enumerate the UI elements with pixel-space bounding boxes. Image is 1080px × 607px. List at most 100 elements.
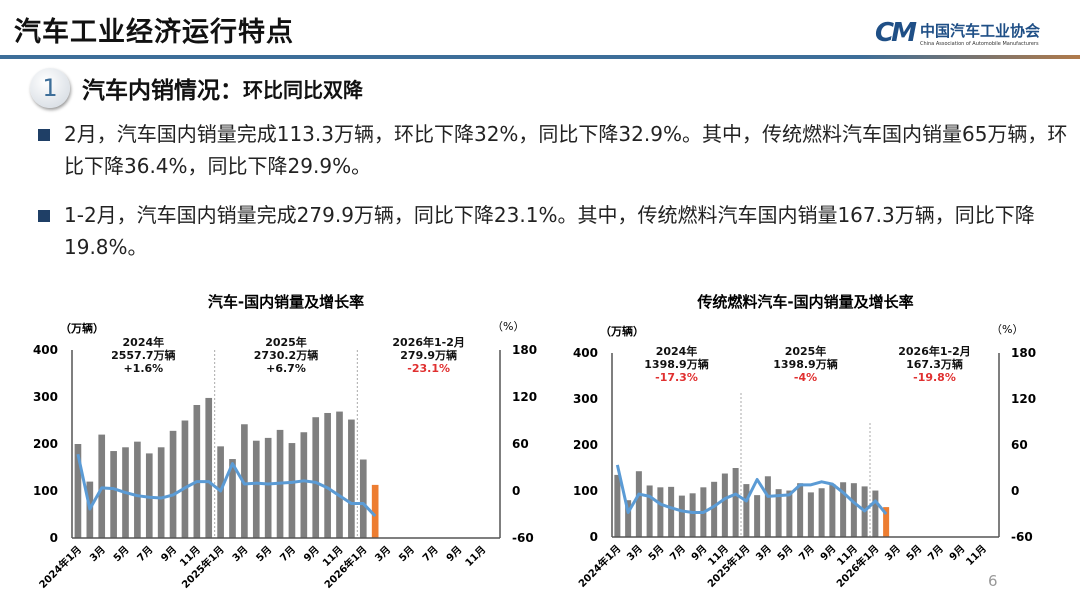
logo-mark-icon: CM xyxy=(875,18,917,48)
bullet-feb: 2月，汽车国内销量完成113.3万辆，环比下降32%，同比下降32.9%。其中，… xyxy=(38,118,1080,182)
y-tick-label: 200 xyxy=(33,437,58,451)
page-number: 6 xyxy=(988,572,998,590)
bar xyxy=(850,483,857,537)
x-tick-label: 5月 xyxy=(254,544,274,564)
bar xyxy=(264,437,272,538)
x-tick-label: 7月 xyxy=(797,543,817,563)
x-tick-label: 3月 xyxy=(230,544,250,564)
bar xyxy=(312,417,320,538)
bar xyxy=(797,483,804,537)
y2-tick-label: 180 xyxy=(1011,346,1036,360)
y-tick-label: 0 xyxy=(50,531,58,545)
bar xyxy=(134,441,141,538)
bar xyxy=(229,459,236,538)
annotation-text: -4% xyxy=(794,371,817,384)
x-tick-label: 2024年1月 xyxy=(576,542,624,590)
y2-axis-label: （%） xyxy=(991,323,1023,336)
x-tick-label: 7月 xyxy=(135,544,155,564)
bar xyxy=(743,484,750,537)
annotation-text: 2730.2万辆 xyxy=(254,348,318,362)
x-tick-label: 5月 xyxy=(775,543,795,563)
bar xyxy=(678,495,685,537)
bar xyxy=(193,404,201,538)
annotation-text: 2026年1-2月 xyxy=(392,335,465,349)
bar xyxy=(169,430,177,538)
x-tick-label: 9月 xyxy=(301,544,321,564)
bar xyxy=(625,500,632,537)
y2-tick-label: 60 xyxy=(1011,438,1028,452)
section-subtitle: 环比同比双降 xyxy=(243,77,363,102)
bar xyxy=(252,440,260,538)
bar xyxy=(657,487,664,537)
bar xyxy=(775,489,782,537)
y-tick-label: 200 xyxy=(573,438,598,452)
bar xyxy=(74,444,82,538)
growth-rate-line xyxy=(76,453,377,518)
bar xyxy=(336,411,343,538)
y2-axis-label: （%） xyxy=(492,320,524,333)
bar xyxy=(635,471,642,537)
bar xyxy=(732,468,739,537)
bar xyxy=(348,419,355,538)
y2-tick-label: 60 xyxy=(512,437,529,451)
bar xyxy=(359,459,367,538)
bar xyxy=(786,490,793,537)
x-tick-label: 7月 xyxy=(926,543,946,563)
logo-cn: 中国汽车工业协会 xyxy=(919,21,1040,40)
x-tick-label: 5月 xyxy=(646,543,666,563)
chart-title: 汽车-国内销量及增长率 xyxy=(208,293,364,311)
y-tick-label: 100 xyxy=(33,484,58,498)
bar xyxy=(98,434,106,538)
header-divider xyxy=(0,55,860,59)
x-tick-label: 3月 xyxy=(883,543,903,563)
x-tick-label: 3月 xyxy=(373,544,393,564)
bar xyxy=(324,412,331,538)
annotation-text: +1.6% xyxy=(123,362,163,375)
annotation-text: 2557.7万辆 xyxy=(111,348,175,362)
y-axis-label: （万辆） xyxy=(60,321,104,335)
annotation-text: 2024年 xyxy=(123,335,165,349)
annotation-text: 2025年 xyxy=(785,344,827,358)
annotation-text: 2026年1-2月 xyxy=(898,344,971,358)
x-tick-label: 3月 xyxy=(625,543,645,563)
x-tick-label: 9月 xyxy=(159,544,179,564)
y2-tick-label: -60 xyxy=(1011,530,1033,544)
bar xyxy=(689,493,696,537)
x-tick-label: 2024年1月 xyxy=(36,543,84,591)
annotation-text: 167.3万辆 xyxy=(906,357,963,371)
x-tick-label: 5月 xyxy=(904,543,924,563)
annotation-text: 2025年 xyxy=(265,335,307,349)
y-axis-label: （万辆） xyxy=(600,324,644,338)
x-tick-label: 3月 xyxy=(754,543,774,563)
bar xyxy=(205,397,213,538)
bar xyxy=(614,474,621,537)
annotation-text: 2024年 xyxy=(656,344,698,358)
bar xyxy=(157,447,165,538)
bar xyxy=(807,492,814,537)
x-tick-label: 7月 xyxy=(668,543,688,563)
bar xyxy=(646,485,653,537)
bar xyxy=(288,443,296,538)
annotation-text: 279.9万辆 xyxy=(400,348,457,362)
y2-tick-label: -60 xyxy=(512,531,534,545)
bar xyxy=(668,486,675,537)
x-tick-label: 3月 xyxy=(87,544,107,564)
bar xyxy=(872,490,879,537)
bar xyxy=(371,484,379,538)
page-title: 汽车工业经济运行特点 xyxy=(14,17,294,48)
bullet-jan-feb: 1-2月，汽车国内销量完成279.9万辆，同比下降23.1%。其中，传统燃料汽车… xyxy=(38,199,1080,263)
x-tick-label: 5月 xyxy=(111,544,131,564)
annotation-text: -19.8% xyxy=(913,371,956,384)
bar xyxy=(721,473,728,537)
section-number: 1 xyxy=(30,68,70,108)
bar xyxy=(711,481,718,537)
x-tick-label: 9月 xyxy=(444,544,464,564)
logo-en: China Association of Automobile Manufact… xyxy=(919,40,1039,47)
y-tick-label: 100 xyxy=(573,484,598,498)
x-tick-label: 11月 xyxy=(463,544,488,569)
bar xyxy=(300,432,308,538)
bar xyxy=(110,451,117,538)
y-tick-label: 0 xyxy=(590,530,598,544)
y-tick-label: 300 xyxy=(573,392,598,406)
bar xyxy=(145,453,153,538)
